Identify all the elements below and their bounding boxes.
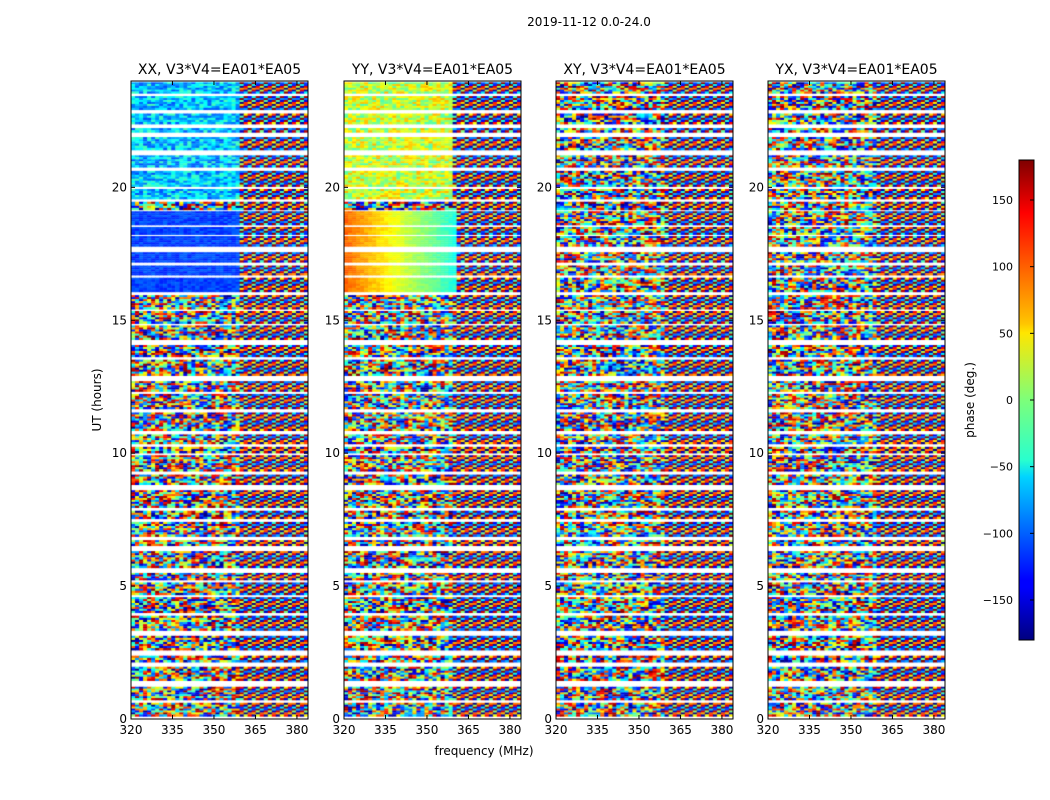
x-tick-label: 335 [374,723,397,737]
colorbar-label: phase (deg.) [963,362,977,438]
x-tick-label: 320 [333,723,356,737]
x-tick-label: 350 [416,723,439,737]
y-tick-label: 10 [537,446,552,460]
y-tick-label: 10 [749,446,764,460]
figure-suptitle: 2019-11-12 0.0-24.0 [527,15,651,29]
panel-frame [343,80,522,720]
x-tick-label: 380 [710,723,733,737]
panel-2: YY, V3*V4=EA01*EA05 320 335 350 365 380 0 5 10 15… [325,62,522,737]
colorbar-ticks: 150 100 50 0 −50 −100 −150 [983,194,1034,607]
y-tick-label: 10 [325,446,340,460]
x-tick-label: 320 [545,723,568,737]
y-axis-label: UT (hours) [90,368,104,431]
y-tick-label: 15 [325,313,340,327]
panel-1: XX, V3*V4=EA01*EA05 320 335 350 365 380 0 5 10 15… [112,62,309,737]
panel-title: XX, V3*V4=EA01*EA05 [138,62,301,78]
panel-frame [555,80,734,720]
x-tick-label: 320 [757,723,780,737]
y-tick-label: 5 [119,579,127,593]
x-tick-label: 350 [840,723,863,737]
x-tick-label: 380 [285,723,308,737]
y-tick-label: 0 [119,712,127,726]
y-tick-label: 15 [112,313,127,327]
phase-heatmap [556,81,733,719]
y-tick-label: 5 [544,579,552,593]
x-axis-label: frequency (MHz) [434,744,533,758]
y-tick-label: 5 [332,579,340,593]
x-tick-label: 365 [244,723,267,737]
colorbar-tick-label: 100 [992,261,1013,274]
y-tick-label: 20 [325,180,340,194]
x-tick-label: 320 [120,723,143,737]
y-tick-label: 0 [332,712,340,726]
y-tick-label: 0 [756,712,764,726]
y-tick-label: 20 [537,180,552,194]
colorbar-tick-label: 150 [992,194,1013,207]
x-tick-label: 350 [628,723,651,737]
panel-frame [767,80,946,720]
y-tick-label: 15 [537,313,552,327]
panels: XX, V3*V4=EA01*EA05 320 335 350 365 380 0 5 10 15… [112,62,946,737]
panel-title: YX, V3*V4=EA01*EA05 [774,62,937,78]
panel-title: XY, V3*V4=EA01*EA05 [563,62,725,78]
colorbar: 150 100 50 0 −50 −100 −150 phase (deg.) [963,159,1035,641]
phase-heatmap [344,81,521,719]
x-tick-label: 335 [798,723,821,737]
x-tick-label: 350 [203,723,226,737]
panel-title: YY, V3*V4=EA01*EA05 [351,62,513,78]
x-tick-label: 335 [586,723,609,737]
colorbar-tick-label: 0 [1006,394,1013,407]
y-tick-label: 15 [749,313,764,327]
x-tick-label: 365 [881,723,904,737]
y-tick-label: 5 [756,579,764,593]
y-tick-label: 0 [544,712,552,726]
colorbar-tick-label: −150 [983,594,1013,607]
x-tick-label: 335 [161,723,184,737]
phase-heatmap [768,81,945,719]
x-tick-label: 365 [457,723,480,737]
x-tick-label: 380 [922,723,945,737]
y-tick-label: 20 [749,180,764,194]
panel-frame [130,80,309,720]
colorbar-tick-label: −100 [983,527,1013,540]
y-tick-label: 10 [112,446,127,460]
colorbar-tick-label: 50 [999,327,1013,340]
colorbar-tick-label: −50 [990,461,1013,474]
panel-3: XY, V3*V4=EA01*EA05 320 335 350 365 380 0 5 10 15… [537,62,734,737]
x-tick-label: 365 [669,723,692,737]
phase-heatmap [131,81,308,719]
panel-4: YX, V3*V4=EA01*EA05 320 335 350 365 380 0 5 10 15… [749,62,946,737]
y-tick-label: 20 [112,180,127,194]
x-tick-label: 380 [498,723,521,737]
